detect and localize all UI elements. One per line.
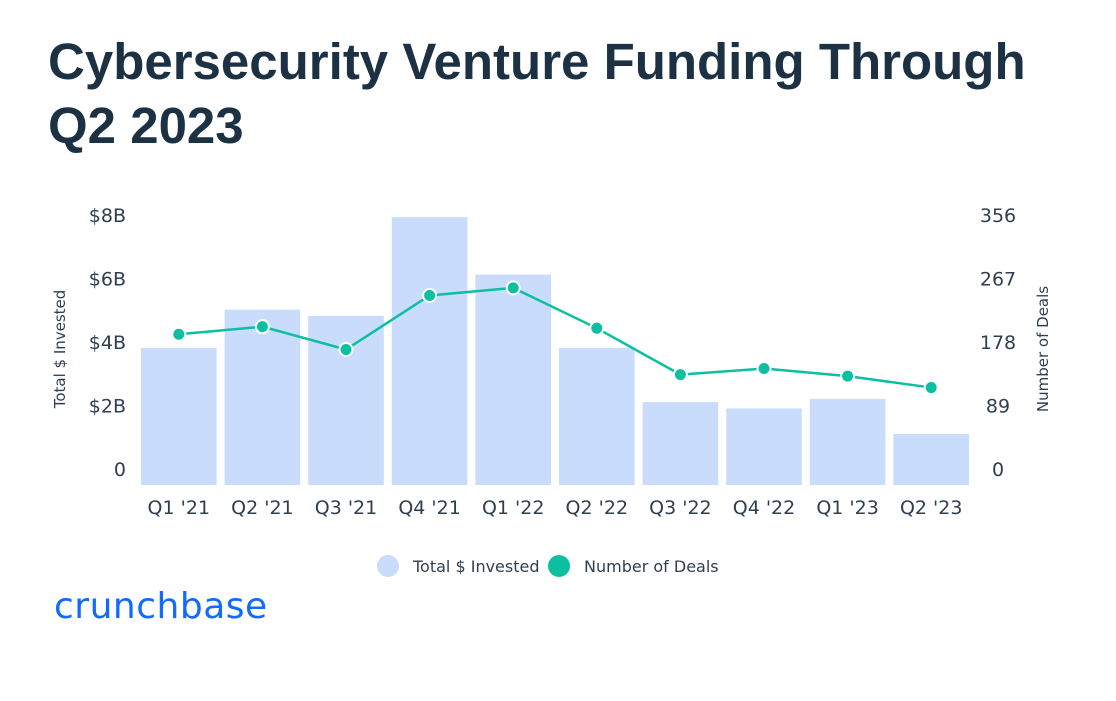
- right-axis: 0 89 178 267 356: [980, 205, 1016, 481]
- bar: [642, 402, 719, 485]
- bar: [726, 408, 802, 485]
- left-axis-tick-label: $2B: [89, 396, 126, 418]
- legend-swatch-deals: [548, 555, 570, 577]
- bar: [391, 217, 468, 485]
- right-axis-tick-label: 267: [980, 269, 1016, 291]
- x-axis: Q1 '21 Q2 '21 Q3 '21 Q4 '21 Q1 '22 Q2 '22 Q3 '…: [148, 497, 963, 519]
- line-point: [840, 368, 856, 384]
- right-axis-tick-label: 0: [992, 459, 1004, 481]
- legend: Total $ Invested Number of Deals: [377, 555, 719, 577]
- legend-label-deals: Number of Deals: [584, 557, 719, 576]
- bar-series: [141, 217, 969, 485]
- crunchbase-logo: crunchbase: [54, 586, 268, 627]
- bar: [141, 347, 217, 485]
- line-point: [254, 319, 270, 335]
- line-point: [171, 326, 187, 342]
- x-axis-tick-label: Q1 '23: [816, 497, 878, 519]
- right-axis-tick-label: 89: [986, 396, 1010, 418]
- x-axis-tick-label: Q4 '21: [398, 497, 460, 519]
- x-axis-tick-label: Q2 '21: [231, 497, 293, 519]
- line-point: [338, 342, 354, 357]
- x-axis-tick-label: Q3 '22: [649, 497, 711, 519]
- left-axis-tick-label: $6B: [89, 269, 126, 291]
- line-point: [923, 380, 939, 396]
- x-axis-tick-label: Q2 '23: [900, 497, 962, 519]
- line-point: [672, 367, 688, 383]
- deals-line: [178, 286, 932, 389]
- right-axis-tick-label: 178: [980, 332, 1016, 354]
- x-axis-tick-label: Q1 '21: [148, 497, 210, 519]
- left-axis: 0 $2B $4B $6B $8B: [89, 205, 126, 481]
- chart-title: Cybersecurity Venture Funding Through Q2…: [48, 33, 1026, 154]
- bar: [475, 274, 551, 485]
- left-axis-tick-label: $4B: [89, 332, 126, 354]
- x-axis-tick-label: Q2 '22: [566, 497, 628, 519]
- legend-swatch-invested: [377, 555, 399, 577]
- bar: [559, 347, 635, 485]
- left-axis-tick-label: 0: [114, 459, 126, 481]
- legend-label-invested: Total $ Invested: [412, 557, 540, 576]
- bar: [809, 398, 886, 485]
- x-axis-tick-label: Q3 '21: [315, 497, 377, 519]
- bar: [224, 309, 301, 485]
- line-point: [422, 287, 438, 303]
- left-axis-title: Total $ Invested: [51, 290, 69, 410]
- line-point: [589, 320, 605, 336]
- x-axis-tick-label: Q1 '22: [482, 497, 544, 519]
- x-axis-tick-label: Q4 '22: [733, 497, 795, 519]
- line-point: [756, 361, 772, 377]
- bar: [893, 433, 969, 485]
- line-series: [171, 280, 939, 396]
- line-point: [505, 280, 521, 296]
- right-axis-title: Number of Deals: [1034, 286, 1052, 412]
- left-axis-tick-label: $8B: [89, 205, 126, 227]
- right-axis-tick-label: 356: [980, 205, 1016, 227]
